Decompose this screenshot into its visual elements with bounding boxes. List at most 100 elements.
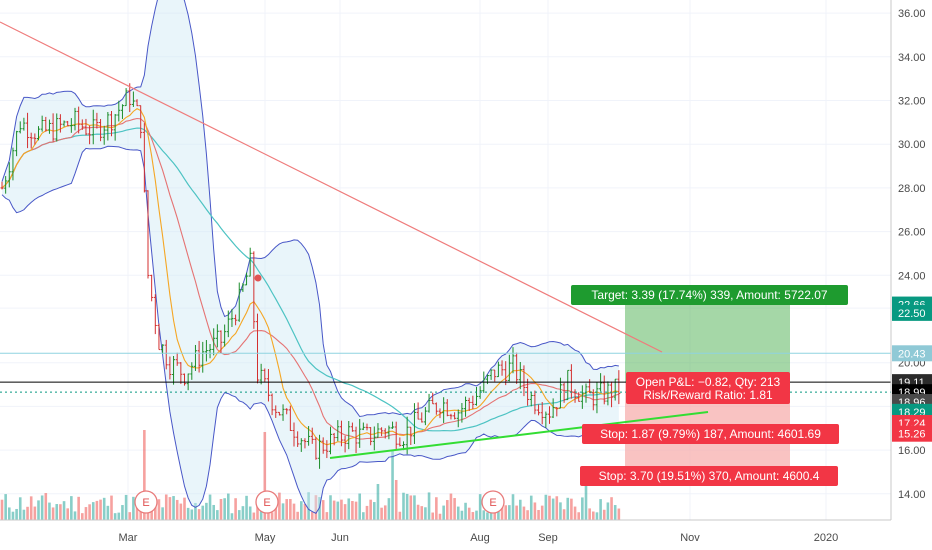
volume-bar bbox=[526, 510, 529, 520]
earnings-marker[interactable]: E bbox=[255, 490, 279, 514]
volume-bar bbox=[110, 495, 113, 520]
volume-bar bbox=[431, 512, 434, 520]
volume-bar bbox=[537, 509, 540, 520]
volume-bar bbox=[183, 497, 186, 520]
volume-bar bbox=[529, 495, 533, 520]
time-axis[interactable]: Mar May Jun Aug Sep Nov 2020 bbox=[119, 532, 839, 544]
volume-bar bbox=[59, 504, 62, 520]
target-label[interactable]: Target: 3.39 (17.74%) 339, Amount: 5722.… bbox=[571, 285, 848, 305]
volume-bar bbox=[143, 430, 146, 520]
stop-label-2[interactable]: Stop: 3.70 (19.51%) 370, Amount: 4600.4 bbox=[580, 466, 838, 486]
volume-bar bbox=[351, 500, 354, 520]
volume-bar bbox=[446, 500, 449, 520]
volume-bar bbox=[405, 493, 409, 520]
volume-bar bbox=[219, 498, 223, 520]
volume-bar bbox=[584, 486, 588, 520]
volume-bar bbox=[303, 503, 307, 520]
volume-bar bbox=[0, 499, 4, 520]
volume-bar bbox=[409, 495, 413, 520]
volume-bar bbox=[329, 495, 332, 520]
volume-bar bbox=[237, 510, 241, 520]
volume-bar bbox=[475, 510, 478, 520]
volume-bar bbox=[617, 508, 621, 520]
volume-bar bbox=[424, 507, 427, 520]
volume-bar bbox=[241, 506, 245, 520]
volume-bar bbox=[212, 504, 215, 520]
volume-bar bbox=[544, 494, 548, 520]
volume-bar bbox=[106, 505, 110, 520]
stop-label-1-text: Stop: 1.87 (9.79%) 187, Amount: 4601.69 bbox=[600, 427, 821, 441]
volume-bar bbox=[157, 499, 161, 520]
price-tick-label: 14.00 bbox=[898, 489, 926, 501]
earnings-marker[interactable]: E bbox=[134, 490, 158, 514]
price-tick-label: 24.00 bbox=[898, 270, 926, 282]
alert-dot bbox=[254, 274, 262, 282]
time-tick-label: Nov bbox=[680, 532, 700, 544]
volume-bar bbox=[332, 500, 336, 520]
volume-bar bbox=[44, 493, 48, 520]
volume-bar bbox=[128, 512, 132, 520]
volume-bar bbox=[15, 508, 18, 520]
volume-bar bbox=[387, 498, 391, 520]
volume-bar bbox=[504, 505, 507, 520]
volume-bar bbox=[91, 502, 95, 520]
volume-bar bbox=[559, 502, 562, 520]
volume-bar bbox=[190, 509, 194, 520]
volume-bar bbox=[310, 511, 314, 520]
time-tick-label: May bbox=[255, 532, 276, 544]
volume-bar bbox=[453, 498, 456, 520]
volume-bar bbox=[40, 495, 44, 520]
volume-bar bbox=[515, 505, 518, 520]
volume-bar bbox=[581, 497, 584, 520]
volume-bar bbox=[186, 507, 190, 520]
volume-bar bbox=[234, 498, 237, 520]
volume-bar bbox=[4, 494, 7, 520]
volume-bar bbox=[296, 511, 299, 520]
volume-bar bbox=[376, 484, 380, 520]
volume-bar bbox=[164, 494, 168, 520]
volume-bar bbox=[398, 511, 402, 520]
profit-zone[interactable] bbox=[625, 304, 790, 383]
volume-bar bbox=[223, 498, 226, 520]
volume-bar bbox=[88, 504, 91, 520]
volume-bar bbox=[307, 492, 310, 520]
volume-bar bbox=[555, 496, 559, 520]
bollinger-upper bbox=[1, 0, 619, 418]
earnings-circle bbox=[481, 490, 505, 514]
volume-bar bbox=[37, 500, 40, 520]
volume-bar bbox=[281, 503, 285, 520]
price-tick-label: 36.00 bbox=[898, 8, 926, 20]
volume-bar bbox=[416, 504, 420, 520]
volume-bar bbox=[435, 497, 438, 520]
volume-bar bbox=[362, 512, 365, 520]
pnl-label[interactable]: Open P&L: −0.82, Qty: 213 Risk/Reward Ra… bbox=[626, 372, 790, 404]
volume-bar bbox=[48, 502, 51, 520]
volume-bar bbox=[340, 499, 343, 520]
volume-bar bbox=[562, 509, 566, 520]
volume-bar bbox=[205, 502, 208, 520]
price-axis-bg[interactable] bbox=[891, 0, 932, 550]
volume-bar bbox=[383, 505, 387, 520]
volume-bar bbox=[610, 497, 613, 520]
volume-bar bbox=[172, 496, 175, 520]
volume-bar bbox=[263, 432, 267, 520]
candles bbox=[0, 83, 621, 469]
position-labels[interactable]: Target: 3.39 (17.74%) 339, Amount: 5722.… bbox=[571, 285, 848, 486]
uptrend-line bbox=[329, 411, 709, 459]
volume-bar bbox=[380, 507, 383, 520]
volume-bar bbox=[135, 499, 139, 520]
volume-bar bbox=[599, 499, 602, 520]
volume-bar bbox=[175, 499, 179, 520]
time-tick-label: Sep bbox=[538, 532, 558, 544]
ma-slow bbox=[1, 127, 619, 432]
pnl-label-text: Open P&L: −0.82, Qty: 213 bbox=[636, 375, 781, 389]
volume-bar bbox=[533, 502, 537, 520]
earnings-marker[interactable]: E bbox=[481, 490, 505, 514]
stop-label-1[interactable]: Stop: 1.87 (9.79%) 187, Amount: 4601.69 bbox=[582, 424, 839, 444]
time-axis-bg[interactable] bbox=[0, 520, 932, 550]
volume-bar bbox=[84, 507, 88, 520]
